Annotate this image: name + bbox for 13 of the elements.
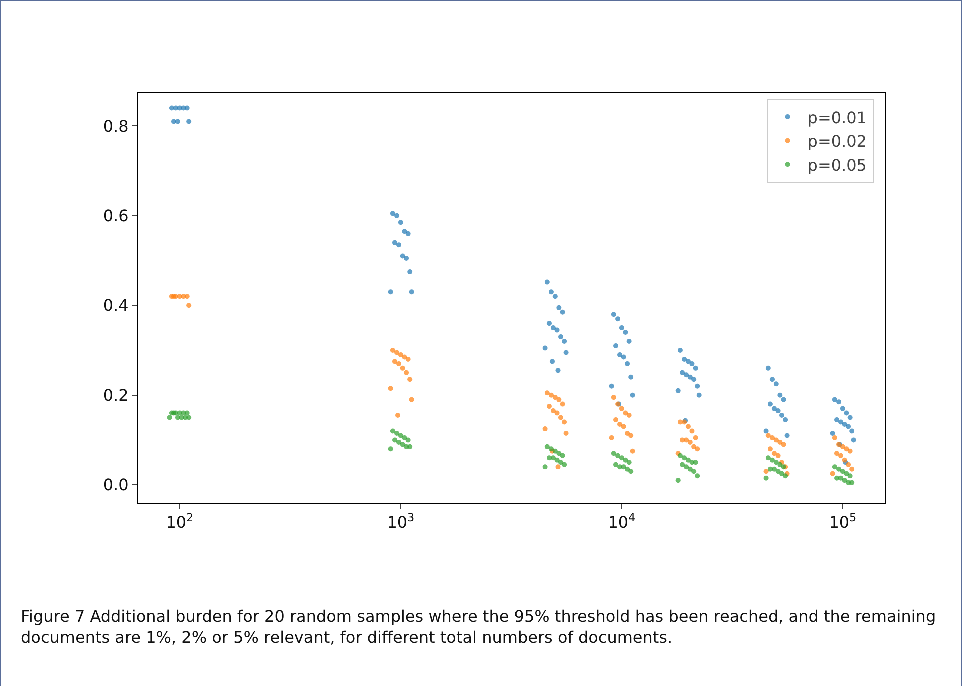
y-tick-label: 0.6 (103, 206, 129, 226)
y-tick-label: 0.0 (103, 476, 129, 495)
y-tick-label: 0.8 (103, 116, 129, 136)
legend-label: p=0.05 (808, 156, 867, 175)
legend-label: p=0.01 (808, 108, 867, 128)
x-tick-label: 10$^{5}$ (829, 511, 857, 532)
x-tick-label: 10$^{3}$ (387, 511, 415, 532)
legend-label: p=0.02 (808, 132, 867, 152)
x-tick-label: 10$^{2}$ (166, 511, 194, 532)
x-tick-label: 10$^{4}$ (608, 511, 636, 532)
y-tick-label: 0.2 (103, 386, 129, 405)
caption: Figure 7 Additional burden for 20 random samples where the 95% threshold has been reached, and the remaining documents are 1%, 2% or 5% relevant, for different total numbers of documents. (21, 606, 938, 648)
y-tick-label: 0.4 (103, 296, 129, 316)
